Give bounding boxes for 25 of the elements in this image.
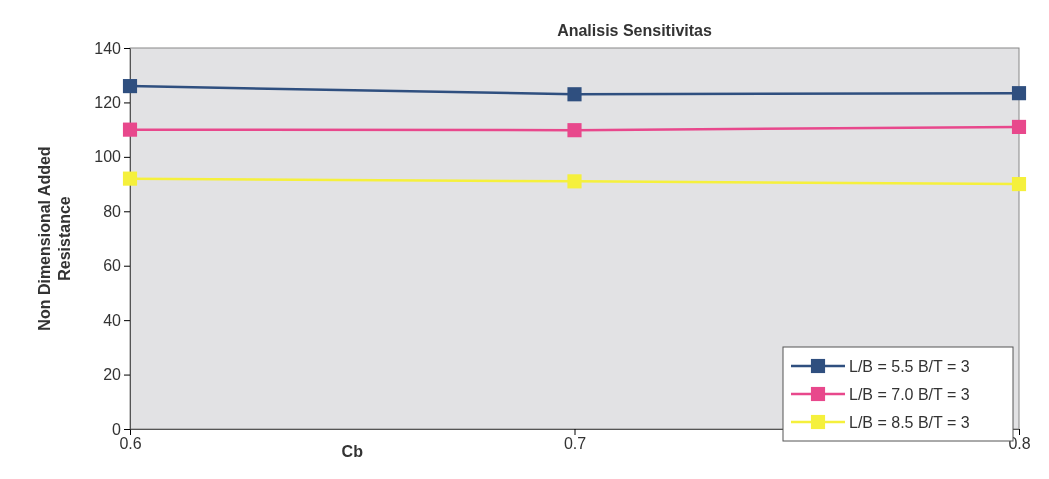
point [122, 122, 138, 137]
legend-label: L/B = 8.5 B/T = 3 [849, 414, 970, 431]
point [1011, 119, 1027, 134]
point [567, 87, 582, 102]
point [567, 174, 582, 189]
y-tick-label: 100 [94, 148, 122, 166]
point [122, 79, 138, 94]
legend-label: L/B = 5.5 B/T = 3 [849, 358, 970, 375]
chart-title: Analisis Sensitivitas [557, 22, 712, 39]
y-tick-label: 20 [103, 366, 122, 384]
x-axis-title: Cb [341, 443, 364, 460]
y-tick-label: 120 [94, 94, 122, 112]
point [122, 171, 138, 186]
y-tick-label: 40 [103, 311, 122, 329]
y-tick-label: 60 [103, 257, 122, 275]
point [1011, 86, 1027, 101]
x-tick-label: 0.7 [563, 435, 587, 453]
legend-label: L/B = 7.0 B/T = 3 [849, 386, 970, 403]
point [567, 123, 582, 138]
x-tick-label: 0.6 [119, 435, 142, 453]
y-axis-title: Non Dimensional Added Resistance [36, 146, 73, 331]
y-tick-label: 80 [103, 202, 122, 220]
y-tick-label: 0 [112, 420, 122, 438]
point [1011, 177, 1027, 192]
y-tick-label: 140 [94, 39, 122, 57]
